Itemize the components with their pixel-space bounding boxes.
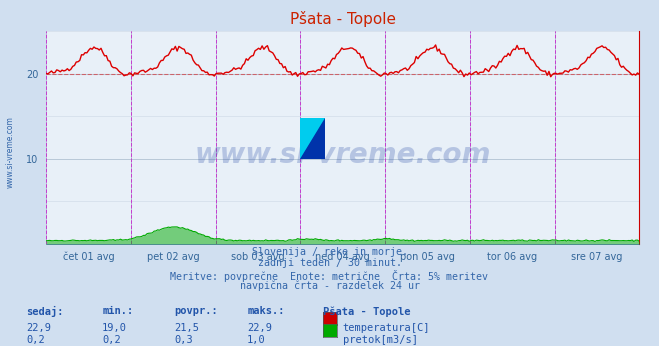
Title: Pšata - Topole: Pšata - Topole bbox=[290, 11, 395, 27]
Text: zadnji teden / 30 minut.: zadnji teden / 30 minut. bbox=[258, 258, 401, 268]
Text: www.si-vreme.com: www.si-vreme.com bbox=[194, 140, 491, 169]
Text: 0,3: 0,3 bbox=[175, 335, 193, 345]
Text: pretok[m3/s]: pretok[m3/s] bbox=[343, 335, 418, 345]
Text: 22,9: 22,9 bbox=[26, 323, 51, 333]
Polygon shape bbox=[300, 118, 325, 159]
Text: 21,5: 21,5 bbox=[175, 323, 200, 333]
Text: povpr.:: povpr.: bbox=[175, 306, 218, 316]
Text: Slovenija / reke in morje.: Slovenija / reke in morje. bbox=[252, 247, 407, 257]
Text: Meritve: povprečne  Enote: metrične  Črta: 5% meritev: Meritve: povprečne Enote: metrične Črta:… bbox=[171, 270, 488, 282]
Text: 0,2: 0,2 bbox=[102, 335, 121, 345]
Text: 0,2: 0,2 bbox=[26, 335, 45, 345]
Polygon shape bbox=[300, 118, 325, 159]
Text: Pšata - Topole: Pšata - Topole bbox=[323, 306, 411, 317]
Text: 19,0: 19,0 bbox=[102, 323, 127, 333]
Text: www.si-vreme.com: www.si-vreme.com bbox=[5, 116, 14, 188]
Text: 1,0: 1,0 bbox=[247, 335, 266, 345]
Polygon shape bbox=[300, 118, 325, 159]
Text: temperatura[C]: temperatura[C] bbox=[343, 323, 430, 333]
Text: navpična črta - razdelek 24 ur: navpična črta - razdelek 24 ur bbox=[239, 281, 420, 291]
Text: maks.:: maks.: bbox=[247, 306, 285, 316]
Text: min.:: min.: bbox=[102, 306, 133, 316]
Text: 22,9: 22,9 bbox=[247, 323, 272, 333]
Text: sedaj:: sedaj: bbox=[26, 306, 64, 317]
